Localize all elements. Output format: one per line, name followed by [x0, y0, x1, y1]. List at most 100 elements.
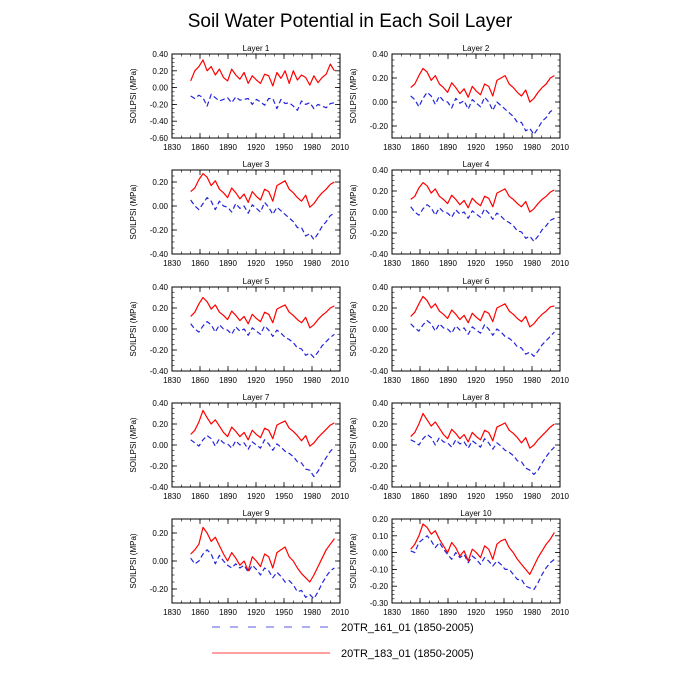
panel-layer-10: Layer 10 1830 1860 1890 1920 1950 1980 2010 -0.3… — [349, 509, 569, 617]
x-tick-label: 1920 — [247, 143, 265, 152]
y-axis-label: SOILPSI (MPa) — [129, 68, 138, 123]
series-line-20tr-161 — [410, 91, 555, 135]
plot-frame — [391, 169, 561, 255]
series-line-20tr-161 — [190, 197, 335, 241]
y-tick-label: -0.20 — [150, 585, 169, 594]
y-tick-label: 0.20 — [152, 529, 168, 538]
x-tick-label: 1950 — [495, 376, 513, 385]
y-tick-label: 0.00 — [372, 549, 388, 558]
x-tick-label: 1920 — [247, 492, 265, 501]
figure-title: Soil Water Potential in Each Soil Layer — [188, 11, 513, 32]
panel-layer-6: Layer 6 1830 1860 1890 1920 1950 1980 2010 -0.40… — [349, 277, 569, 385]
x-tick-label: 1980 — [523, 259, 541, 268]
y-tick-label: -0.20 — [370, 229, 389, 238]
x-tick-label: 1890 — [219, 492, 237, 501]
y-tick-label: -0.20 — [150, 100, 169, 109]
y-tick-label: -0.40 — [370, 367, 389, 376]
x-tick-label: 1980 — [303, 143, 321, 152]
x-tick-label: 1950 — [275, 492, 293, 501]
y-tick-label: 0.40 — [372, 50, 388, 59]
panel-layer-1: Layer 1 1830 1860 1890 1920 1950 1980 2010 -0.60… — [129, 44, 349, 152]
x-tick-label: 1860 — [411, 608, 429, 617]
panel-layer-8: Layer 8 1830 1860 1890 1920 1950 1980 2010 -0.40… — [349, 393, 569, 501]
x-tick-label: 1980 — [303, 608, 321, 617]
y-tick-label: 0.00 — [372, 325, 388, 334]
x-tick-label: 1920 — [247, 608, 265, 617]
x-tick-label: 1830 — [383, 376, 401, 385]
panel-title: Layer 7 — [243, 393, 270, 402]
x-tick-label: 1860 — [191, 376, 209, 385]
y-axis-label: SOILPSI (MPa) — [349, 184, 358, 239]
plot-frame — [391, 53, 561, 139]
x-tick-label: 1920 — [247, 376, 265, 385]
x-tick-label: 1980 — [523, 143, 541, 152]
x-tick-label: 2010 — [551, 492, 569, 501]
y-axis-label: SOILPSI (MPa) — [349, 533, 358, 588]
y-tick-label: 0.00 — [372, 441, 388, 450]
y-tick-label: 0.40 — [372, 399, 388, 408]
y-tick-label: -0.40 — [150, 117, 169, 126]
x-tick-label: 1980 — [523, 608, 541, 617]
y-axis-label: SOILPSI (MPa) — [129, 301, 138, 356]
y-axis-label: SOILPSI (MPa) — [349, 301, 358, 356]
x-tick-label: 1950 — [495, 259, 513, 268]
panel-layer-9: Layer 9 1830 1860 1890 1920 1950 1980 2010 -0.20… — [129, 509, 349, 617]
y-tick-label: 0.20 — [152, 304, 168, 313]
series-line-20tr-183 — [410, 182, 555, 213]
panel-title: Layer 8 — [463, 393, 490, 402]
x-tick-label: 1890 — [439, 376, 457, 385]
x-tick-label: 1950 — [495, 608, 513, 617]
x-tick-label: 1890 — [219, 608, 237, 617]
y-tick-label: 0.20 — [152, 420, 168, 429]
series-line-20tr-161 — [190, 321, 335, 358]
series-line-20tr-183 — [190, 409, 335, 447]
plot-frame — [391, 518, 561, 604]
x-tick-label: 1950 — [495, 492, 513, 501]
x-tick-label: 2010 — [331, 259, 349, 268]
legend-label: 20TR_161_01 (1850-2005) — [341, 622, 474, 634]
y-tick-label: -0.40 — [150, 483, 169, 492]
panel-grid: Layer 1 1830 1860 1890 1920 1950 1980 2010 -0.60… — [129, 44, 569, 617]
x-tick-label: 1980 — [523, 376, 541, 385]
panel-layer-5: Layer 5 1830 1860 1890 1920 1950 1980 2010 -0.40… — [129, 277, 349, 385]
panel-layer-7: Layer 7 1830 1860 1890 1920 1950 1980 2010 -0.40… — [129, 393, 349, 501]
x-tick-label: 1920 — [467, 376, 485, 385]
y-tick-label: -0.60 — [150, 134, 169, 143]
x-tick-label: 1920 — [467, 259, 485, 268]
panel-layer-4: Layer 4 1830 1860 1890 1920 1950 1980 2010 -0.40… — [349, 160, 569, 268]
series-line-20tr-183 — [190, 59, 335, 87]
x-tick-label: 1890 — [219, 259, 237, 268]
panel-title: Layer 2 — [463, 44, 490, 53]
y-axis-label: SOILPSI (MPa) — [349, 417, 358, 472]
x-tick-label: 1920 — [467, 143, 485, 152]
y-tick-label: 0.40 — [152, 399, 168, 408]
y-tick-label: -0.40 — [150, 250, 169, 259]
y-tick-label: -0.20 — [370, 122, 389, 131]
y-tick-label: -0.30 — [370, 599, 389, 608]
x-tick-label: 1860 — [191, 143, 209, 152]
x-tick-label: 2010 — [331, 608, 349, 617]
x-tick-label: 1830 — [383, 492, 401, 501]
x-tick-label: 1950 — [275, 143, 293, 152]
series-line-20tr-161 — [190, 549, 335, 600]
x-tick-label: 1980 — [523, 492, 541, 501]
y-tick-label: 0.00 — [152, 557, 168, 566]
series-line-20tr-183 — [410, 67, 555, 103]
y-tick-label: 0.00 — [372, 98, 388, 107]
x-tick-label: 1890 — [439, 608, 457, 617]
series-line-20tr-161 — [410, 433, 555, 475]
x-tick-label: 1980 — [303, 376, 321, 385]
x-tick-label: 1860 — [411, 259, 429, 268]
x-tick-label: 1980 — [303, 492, 321, 501]
y-tick-label: 0.20 — [372, 420, 388, 429]
series-line-20tr-183 — [410, 412, 555, 449]
series-line-20tr-183 — [190, 173, 335, 208]
y-tick-label: 0.00 — [152, 84, 168, 93]
y-tick-label: -0.20 — [150, 226, 169, 235]
series-line-20tr-161 — [410, 204, 555, 242]
series-line-20tr-183 — [190, 296, 335, 329]
panel-title: Layer 5 — [243, 277, 270, 286]
x-tick-label: 1860 — [191, 492, 209, 501]
x-tick-label: 1950 — [275, 608, 293, 617]
